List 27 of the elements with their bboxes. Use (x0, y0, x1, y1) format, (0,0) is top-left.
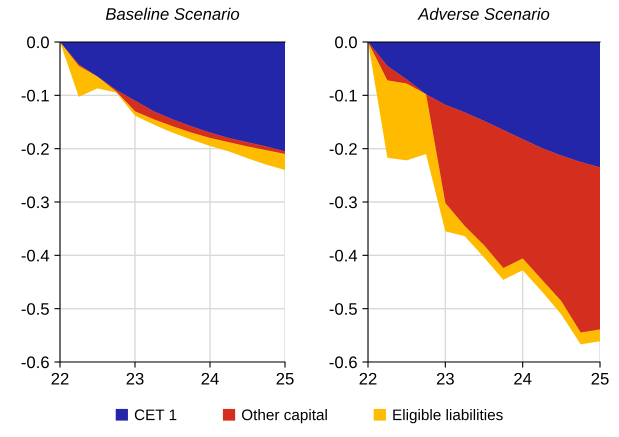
x-tick-label: 22 (360, 372, 376, 384)
x-tick-label: 23 (126, 372, 144, 385)
chart-title: Baseline Scenario (106, 8, 240, 20)
y-tick-label: -0.3 (330, 196, 357, 208)
y-tick-label: -0.5 (330, 303, 357, 315)
y-tick-label: -0.4 (22, 250, 50, 262)
legend-label: Other capital (242, 409, 327, 424)
y-tick-label: -0.2 (330, 143, 357, 155)
y-tick-label: -0.4 (330, 250, 358, 262)
y-tick-label: -0.1 (330, 90, 357, 102)
chart-title: Adverse Scenario (417, 8, 550, 20)
y-tick-label: -0.5 (22, 303, 49, 315)
y-tick-label: -0.3 (22, 196, 49, 208)
legend-label: CET 1 (134, 409, 176, 420)
x-tick-label: 24 (202, 372, 219, 384)
y-tick-label: -0.2 (22, 143, 49, 155)
x-tick-label: 25 (276, 372, 294, 385)
x-tick-label: 22 (52, 372, 68, 384)
legend-label: Eligible liabilities (393, 409, 503, 424)
y-tick-label: 0.0 (335, 36, 357, 48)
y-tick-label: -0.1 (22, 90, 49, 102)
y-tick-label: -0.6 (330, 356, 357, 368)
x-tick-label: 23 (436, 372, 454, 385)
y-tick-label: 0.0 (27, 36, 49, 48)
x-tick-label: 24 (514, 372, 532, 384)
y-tick-label: -0.6 (22, 356, 49, 368)
x-tick-label: 25 (592, 372, 609, 385)
